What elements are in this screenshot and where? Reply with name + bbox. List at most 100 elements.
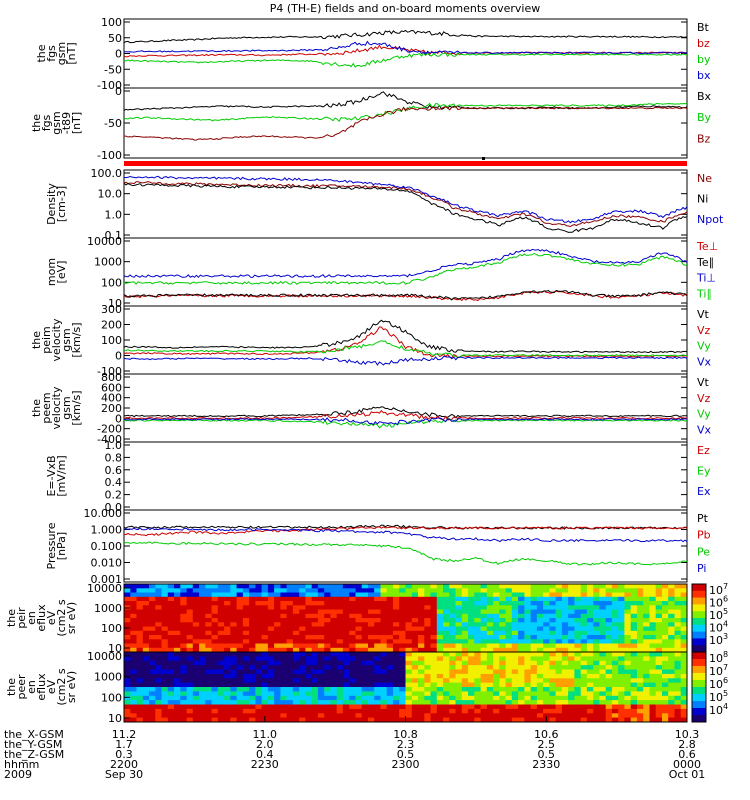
legend-Te⊥: Te⊥ <box>696 240 718 253</box>
spectrogram-cell <box>424 660 432 666</box>
spectrogram-cell <box>330 695 338 701</box>
spectrogram-cell <box>461 588 469 594</box>
spectrogram-cell <box>205 626 213 632</box>
y-tick-label: 100 <box>101 16 122 29</box>
spectrogram-cell <box>217 639 225 645</box>
spectrogram-cell <box>355 669 363 675</box>
spectrogram-cell <box>286 647 294 653</box>
spectrogram-cell <box>349 691 356 697</box>
spectrogram-cell <box>536 601 544 606</box>
spectrogram-cell <box>292 660 300 666</box>
spectrogram-cell <box>593 652 600 657</box>
spectrogram-cell <box>430 592 438 598</box>
spectrogram-cell <box>242 630 250 636</box>
spectrogram-cell <box>436 682 444 688</box>
spectrogram-cell <box>267 652 275 657</box>
spectrogram-cell <box>536 613 544 619</box>
spectrogram-cell <box>142 626 150 632</box>
coverage-bar <box>124 161 687 166</box>
spectrogram-cell <box>674 673 682 679</box>
spectrogram-cell <box>211 626 219 632</box>
spectrogram-cell <box>267 678 275 684</box>
panel-frame <box>123 169 688 239</box>
spectrogram-cell <box>643 717 650 723</box>
spectrogram-cell <box>574 717 582 723</box>
spectrogram-cell <box>511 618 519 623</box>
spectrogram-cell <box>130 687 138 692</box>
spectrogram-cell <box>255 673 263 679</box>
spectrogram-cell <box>449 605 457 611</box>
spectrogram-cell <box>324 630 331 636</box>
spectrogram-cell <box>455 660 463 666</box>
spectrogram-cell <box>211 708 219 714</box>
spectrogram-cell <box>443 691 450 697</box>
spectrogram-cell <box>555 700 563 705</box>
spectrogram-cell <box>211 687 219 692</box>
spectrogram-cell <box>292 601 300 606</box>
spectrogram-cell <box>543 626 550 632</box>
spectrogram-cell <box>493 618 500 623</box>
spectrogram-cell <box>411 695 419 701</box>
spectrogram-cell <box>474 626 482 632</box>
spectrogram-cell <box>149 700 156 705</box>
spectrogram-cell <box>368 609 375 615</box>
spectrogram-cell <box>124 687 131 692</box>
spectrogram-cell <box>643 660 650 666</box>
spectrogram-cell <box>561 700 569 705</box>
spectrogram-cell <box>461 665 469 670</box>
spectrogram-cell <box>224 652 231 657</box>
spectrogram-cell <box>468 588 475 594</box>
spectrogram-cell <box>436 588 444 594</box>
spectrogram-cell <box>180 700 188 705</box>
spectrogram-cell <box>399 678 406 684</box>
x-row-value: 10.8 <box>393 728 418 741</box>
spectrogram-cell <box>192 713 200 719</box>
spectrogram-cell <box>380 588 388 594</box>
spectrogram-cell <box>655 665 663 670</box>
x-row-value: 0.6 <box>678 748 696 761</box>
spectrogram-cell <box>655 635 663 640</box>
spectrogram-cell <box>543 704 550 710</box>
spectrogram-cell <box>411 652 419 657</box>
spectrogram-cell <box>436 687 444 692</box>
spectrogram-cell <box>455 695 463 701</box>
spectrogram-cell <box>149 652 156 657</box>
spectrogram-cell <box>230 609 238 615</box>
spectrogram-cell <box>336 691 344 697</box>
spectrogram-cell <box>486 669 494 675</box>
spectrogram-cell <box>499 639 507 645</box>
panel-6: 8006004002000-200-400thepeemvelocitygsm[… <box>30 371 712 446</box>
spectrogram-cell <box>261 605 269 611</box>
spectrogram-cell <box>586 660 594 666</box>
x-row-value: 2200 <box>110 758 138 771</box>
spectrogram-cell <box>580 695 588 701</box>
spectrogram-cell <box>405 713 413 719</box>
spectrogram-cell <box>493 673 500 679</box>
spectrogram-cell <box>199 601 206 606</box>
spectrogram-cell <box>136 630 144 636</box>
spectrogram-cell <box>511 601 519 606</box>
spectrogram-cell <box>618 639 625 645</box>
y-axis-label: peir <box>15 607 28 629</box>
spectrogram-cell <box>586 647 594 653</box>
spectrogram-cell <box>349 665 356 670</box>
spectrogram-cell <box>568 588 575 594</box>
panel-frame <box>123 441 688 511</box>
spectrogram-cell <box>399 647 406 653</box>
spectrogram-cell <box>411 647 419 653</box>
spectrogram-cell <box>393 687 400 692</box>
spectrogram-cell <box>161 652 169 657</box>
spectrogram-cell <box>511 622 519 628</box>
spectrogram-cell <box>336 660 344 666</box>
spectrogram-cell <box>586 601 594 606</box>
spectrogram-cell <box>605 708 613 714</box>
y-tick-label: 1.0 <box>105 439 123 452</box>
spectrogram-cell <box>668 691 675 697</box>
spectrogram-cell <box>167 622 175 628</box>
spectrogram-cell <box>324 660 331 666</box>
legend-bx: bx <box>697 69 711 82</box>
spectrogram-cell <box>155 613 163 619</box>
spectrogram-cell <box>411 592 419 598</box>
spectrogram-cell <box>643 656 650 662</box>
colorbar-cell <box>692 631 706 636</box>
